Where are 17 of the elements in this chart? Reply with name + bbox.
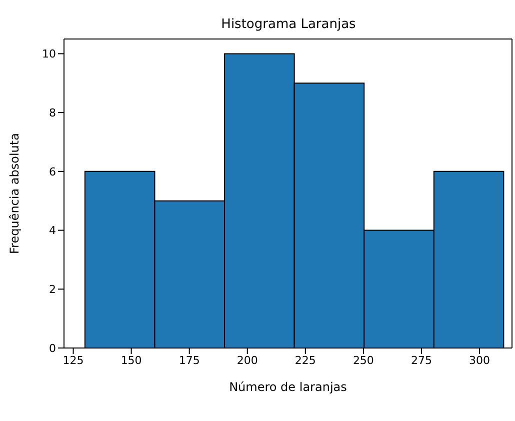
y-tick-label: 4 bbox=[49, 224, 56, 238]
x-tick-label: 150 bbox=[120, 354, 142, 367]
y-tick-label: 6 bbox=[49, 165, 56, 178]
x-tick-label: 275 bbox=[410, 354, 432, 367]
x-tick-label: 250 bbox=[352, 354, 374, 367]
y-tick-label: 0 bbox=[49, 342, 56, 355]
x-tick-label: 225 bbox=[294, 354, 316, 367]
x-tick-label: 200 bbox=[236, 354, 258, 367]
y-tick-label: 10 bbox=[42, 48, 56, 61]
y-tick-label: 8 bbox=[49, 106, 56, 120]
y-axis-title: Frequência absoluta bbox=[7, 133, 22, 254]
x-tick-label: 125 bbox=[62, 354, 84, 367]
chart-title: Histograma Laranjas bbox=[221, 17, 356, 32]
x-tick-label: 175 bbox=[178, 354, 200, 367]
x-axis-title: Número de laranjas bbox=[229, 380, 347, 394]
x-tick-label: 300 bbox=[469, 354, 490, 367]
y-tick-label: 2 bbox=[49, 283, 56, 296]
